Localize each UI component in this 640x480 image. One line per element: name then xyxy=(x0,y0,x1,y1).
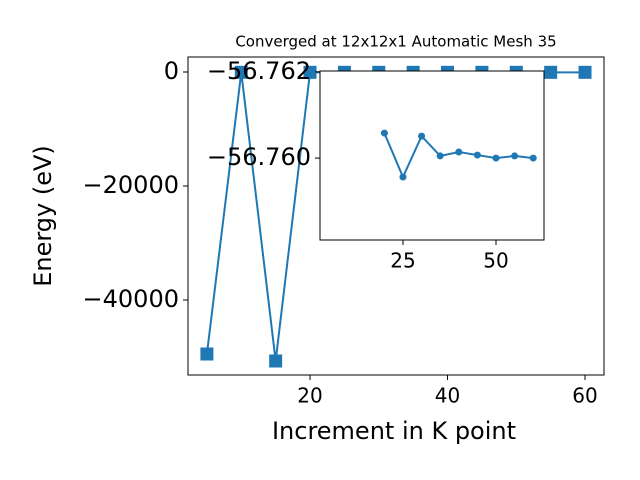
marker xyxy=(234,65,248,79)
y-tick-label: −40000 xyxy=(83,285,179,313)
x-tick-label: 40 xyxy=(435,384,460,408)
marker xyxy=(303,65,317,79)
y-tick-label: −20000 xyxy=(83,171,179,199)
plot-area xyxy=(320,71,544,240)
marker xyxy=(418,132,426,140)
x-tick-label: 50 xyxy=(483,249,508,273)
y-tick-label: −56.762 xyxy=(207,57,311,85)
axes-frame xyxy=(319,70,545,241)
marker xyxy=(380,129,388,137)
marker xyxy=(436,152,444,160)
marker xyxy=(200,347,214,361)
plot-content xyxy=(380,129,537,181)
marker xyxy=(492,154,500,162)
chart-title: Converged at 12x12x1 Automatic Mesh 35 xyxy=(235,33,556,51)
marker xyxy=(578,65,592,79)
x-tick-label: 25 xyxy=(390,249,415,273)
y-tick-label: −56.760 xyxy=(207,143,311,171)
marker xyxy=(269,354,283,368)
y-axis-label: Energy (eV) xyxy=(29,145,57,287)
y-tick-label: 0 xyxy=(164,57,179,85)
marker xyxy=(511,152,519,160)
x-axis-label: Increment in K point xyxy=(272,417,516,445)
marker xyxy=(473,151,481,159)
marker xyxy=(399,173,407,181)
marker xyxy=(544,65,558,79)
marker xyxy=(455,148,463,156)
axes-frame xyxy=(187,56,605,376)
x-tick-label: 60 xyxy=(572,384,597,408)
marker xyxy=(529,154,537,162)
x-tick-label: 20 xyxy=(297,384,322,408)
